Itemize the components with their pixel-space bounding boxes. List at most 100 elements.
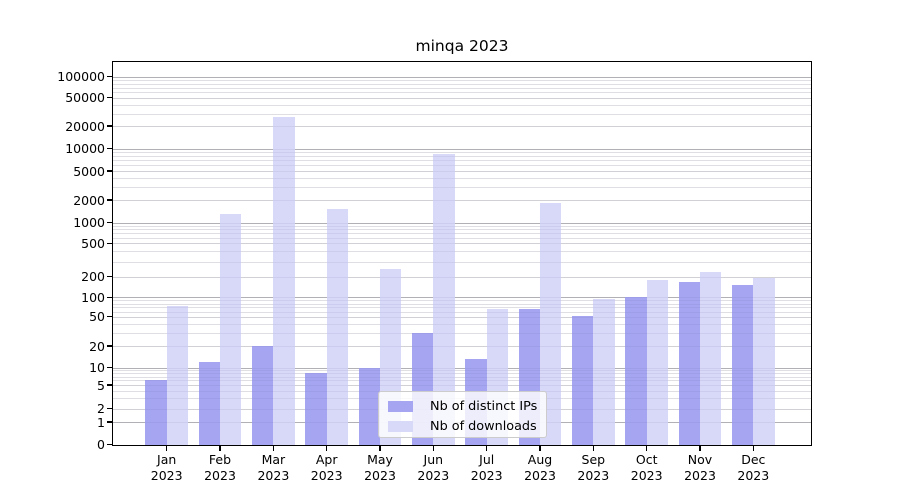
gridline-overlay [113,87,811,89]
y-tick-mark [107,76,112,78]
bar-downloads [753,278,775,445]
x-tick-label: Nov 2023 [684,452,716,483]
legend-label-distinct-ips: Nb of distinct IPs [430,398,538,414]
gridline [113,200,811,201]
y-tick-label: 2 [97,401,105,416]
gridline-overlay [113,376,811,378]
bar-downloads [646,279,668,445]
x-tick-mark [379,446,381,451]
bar-distinct-ips [678,281,700,445]
x-tick-mark [539,446,541,451]
y-tick-label: 5000 [73,163,105,179]
gridline-overlay [113,303,811,305]
gridline-overlay [113,316,811,318]
gridline-overlay [113,251,811,253]
y-tick-label: 10 [89,360,105,375]
x-tick-mark [646,446,648,451]
gridline [113,237,811,239]
gridline [113,323,811,325]
x-tick-label: Dec 2023 [737,452,770,483]
legend-swatch-downloads-icon [388,420,413,432]
gridline [113,87,811,89]
gridline [113,297,811,299]
x-tick-label: Mar 2023 [257,452,290,483]
gridline-overlay [113,79,811,81]
y-tick-label: 100 [81,289,105,305]
gridline-overlay [113,237,811,239]
legend-label-downloads: Nb of downloads [430,418,537,434]
chart-title: minqa 2023 [415,37,509,55]
bar-downloads [433,154,455,445]
gridline [113,165,811,167]
x-tick-label: Feb 2023 [204,452,236,483]
x-tick-mark [432,446,434,451]
y-tick-mark [107,384,112,386]
plot-area [113,62,811,445]
gridline [113,380,811,382]
x-tick-mark [592,446,594,451]
gridline [113,97,811,99]
gridline-overlay [113,97,811,99]
gridline [113,76,811,78]
gridline [113,229,811,231]
gridline [113,171,811,172]
legend-swatch-distinct-ips-icon [388,400,413,412]
y-tick-mark [107,296,112,298]
gridline [113,385,811,386]
x-tick-label: May 2023 [364,452,396,483]
y-tick-mark [107,366,112,369]
bar-downloads [326,209,348,445]
gridline-overlay [113,323,811,325]
y-tick-mark [107,407,112,410]
gridline [113,233,811,235]
bar-downloads [220,214,242,445]
gridline-overlay [113,152,811,154]
y-tick-mark [107,242,112,244]
gridline [113,251,811,253]
legend: Nb of distinct IPs Nb of downloads [378,391,547,438]
x-tick-label: Jan 2023 [150,452,183,483]
y-tick-mark [107,97,112,99]
gridline [113,222,811,224]
bar-distinct-ips [252,346,274,445]
gridline-overlay [113,300,811,302]
gridline [113,303,811,305]
gridline [113,316,811,318]
x-tick-label: Sep 2023 [577,452,610,483]
gridline [113,373,811,375]
bar-distinct-ips [198,361,220,445]
gridline [113,126,811,127]
y-tick-label: 1000 [73,215,105,230]
y-tick-mark [107,221,112,224]
gridline [113,79,811,81]
gridline-overlay [113,160,811,162]
x-tick-label: Apr 2023 [310,452,343,483]
gridline-overlay [113,178,811,180]
gridline [113,367,811,369]
x-tick-mark [326,446,328,451]
bar-downloads [593,298,615,445]
gridline-overlay [113,297,811,299]
gridline-overlay [113,243,811,245]
gridline-overlay [113,187,811,189]
gridline [113,300,811,302]
bar-distinct-ips [305,373,327,445]
gridline-overlay [113,346,811,347]
y-tick-label: 200 [81,269,105,285]
gridline-overlay [113,233,811,235]
gridline-overlay [113,333,811,334]
bar-downloads [540,202,562,445]
y-tick-mark [107,276,112,278]
y-tick-mark [107,316,112,318]
gridline-overlay [113,276,811,278]
x-tick-mark [219,446,221,451]
bar-downloads [273,116,295,445]
gridline-overlay [113,229,811,231]
gridline [113,376,811,378]
gridline-overlay [113,311,811,313]
y-tick-label: 10000 [65,141,105,157]
gridline-overlay [113,148,811,150]
gridline-overlay [113,261,811,263]
gridline [113,152,811,154]
x-tick-label: Jun 2023 [417,452,450,483]
